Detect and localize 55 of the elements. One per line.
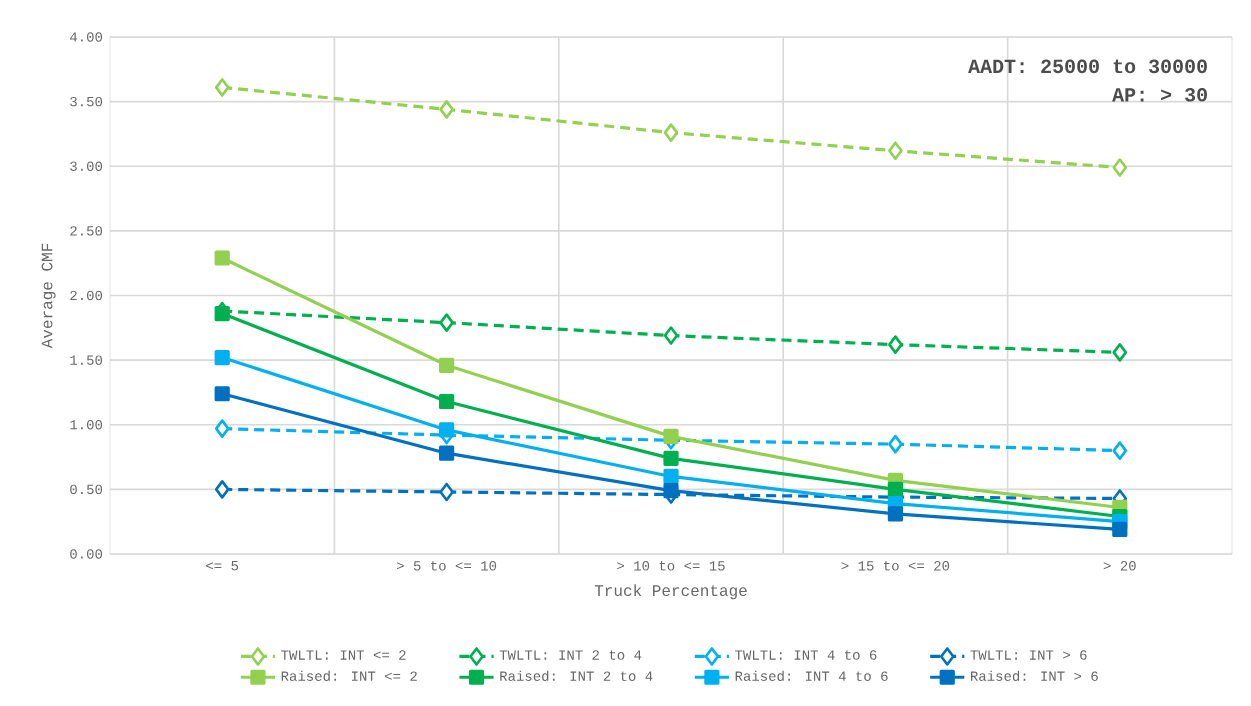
point — [1112, 343, 1128, 362]
x-tick-label: > 10 to <= 15 — [617, 561, 725, 571]
legend-label: Raised: INT > 6 — [971, 670, 1098, 681]
point — [439, 313, 454, 332]
legend-label: Raised: INT 4 to 6 — [735, 670, 888, 681]
point — [439, 393, 455, 410]
point — [663, 326, 679, 345]
point — [1112, 521, 1128, 538]
x-tick-label: > 5 to <= 10 — [396, 561, 497, 571]
point — [214, 480, 230, 499]
point — [663, 450, 679, 466]
y-tick-label: 2.50 — [70, 226, 103, 236]
point — [439, 357, 455, 373]
y-tick-label: 1.50 — [70, 355, 103, 365]
y-tick-label: 0.00 — [70, 549, 103, 559]
point — [663, 483, 679, 499]
point — [1112, 158, 1128, 177]
point — [663, 428, 679, 444]
y-tick-label: 4.00 — [70, 32, 103, 42]
legend-label: TWLTL: INT > 6 — [970, 650, 1087, 660]
x-tick-label: > 20 — [1103, 561, 1136, 571]
point — [439, 445, 455, 461]
y-tick-label: 1.00 — [70, 420, 103, 430]
y-tick-label: 2.00 — [70, 290, 103, 301]
y-tick-label: 0.50 — [70, 484, 103, 495]
legend-label: TWLTL: INT 2 to 4 — [499, 650, 642, 660]
point — [888, 434, 903, 454]
y-axis-title: Average CMF — [41, 243, 56, 349]
point — [439, 100, 454, 119]
point — [887, 506, 904, 522]
annotation: AP: > 30 — [1112, 88, 1207, 102]
x-axis-title: Truck Percentage — [594, 584, 747, 600]
point — [214, 419, 230, 438]
x-tick-label: > 15 to <= 20 — [841, 561, 950, 571]
legend-label: Raised: INT 2 to 4 — [500, 670, 653, 681]
point — [888, 141, 903, 161]
legend-label: TWLTL: INT 4 to 6 — [735, 650, 877, 660]
legend-label: TWLTL: INT <= 2 — [281, 650, 406, 660]
y-tick-label: 3.00 — [70, 161, 103, 171]
point — [214, 78, 230, 97]
annotation: AADT: 25000 to 30000 — [968, 59, 1207, 74]
y-tick-label: 3.50 — [70, 96, 103, 107]
point — [214, 250, 230, 266]
point — [214, 306, 230, 322]
point — [887, 481, 904, 497]
point — [439, 482, 454, 502]
point — [214, 386, 230, 402]
point — [439, 422, 455, 438]
point — [1112, 441, 1128, 460]
legend-label: Raised: INT <= 2 — [281, 670, 417, 681]
x-tick-label: <= 5 — [206, 561, 239, 571]
point — [663, 123, 679, 142]
point — [214, 349, 230, 366]
point — [888, 335, 903, 354]
point — [663, 468, 679, 485]
